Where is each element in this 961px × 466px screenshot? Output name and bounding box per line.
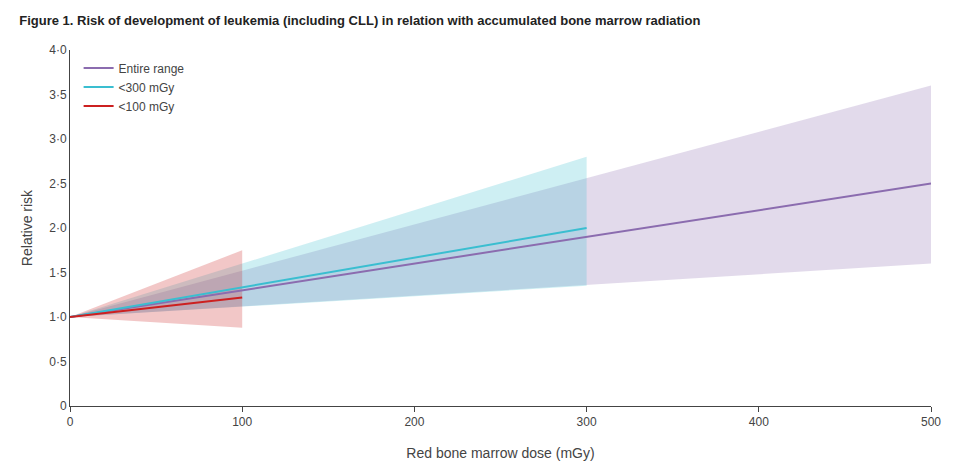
svg-text:Entire range: Entire range xyxy=(119,62,185,76)
svg-text:0: 0 xyxy=(67,415,74,429)
svg-text:0: 0 xyxy=(60,399,67,413)
svg-text:Figure 1. Risk of development: Figure 1. Risk of development of leukemi… xyxy=(19,13,700,28)
svg-text:<300 mGy: <300 mGy xyxy=(119,81,175,95)
svg-text:500: 500 xyxy=(921,415,941,429)
svg-text:2·0: 2·0 xyxy=(49,221,67,235)
svg-text:0·5: 0·5 xyxy=(49,355,67,369)
svg-text:100: 100 xyxy=(232,415,252,429)
svg-text:400: 400 xyxy=(749,415,769,429)
svg-text:1·0: 1·0 xyxy=(49,310,67,324)
svg-text:200: 200 xyxy=(404,415,424,429)
svg-text:4·0: 4·0 xyxy=(49,43,67,57)
svg-text:Red bone marrow dose (mGy): Red bone marrow dose (mGy) xyxy=(406,445,594,461)
svg-text:3·0: 3·0 xyxy=(49,132,67,146)
svg-text:3·5: 3·5 xyxy=(49,88,67,102)
svg-text:300: 300 xyxy=(577,415,597,429)
svg-text:2·5: 2·5 xyxy=(49,177,67,191)
svg-text:<100 mGy: <100 mGy xyxy=(119,100,175,114)
svg-text:Relative risk: Relative risk xyxy=(19,189,35,266)
svg-text:1·5: 1·5 xyxy=(49,266,67,280)
